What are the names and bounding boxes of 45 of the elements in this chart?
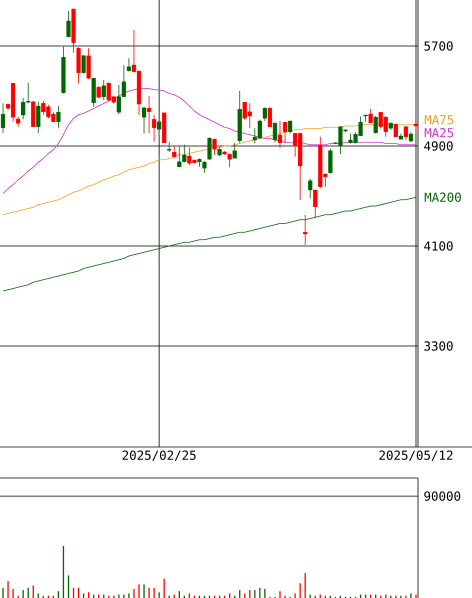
candlestick	[368, 108, 373, 124]
candlestick	[81, 54, 86, 74]
candlestick	[282, 122, 288, 144]
y-tick-label: 5700	[424, 41, 453, 51]
candlestick	[303, 214, 308, 246]
candlestick	[146, 96, 152, 134]
candlestick	[96, 86, 101, 98]
series-label: MA25	[424, 128, 454, 138]
y-tick-label: 3300	[424, 341, 453, 351]
candlestick	[142, 106, 146, 134]
candlestick	[212, 138, 217, 156]
series-label: MA75	[424, 115, 454, 124]
candlestick	[36, 101, 40, 134]
candlestick	[126, 58, 132, 72]
candlestick	[152, 114, 156, 142]
candlestick	[394, 123, 398, 138]
candlestick	[86, 48, 91, 80]
x-tick-label: 2025/02/25	[122, 450, 196, 461]
candlestick	[308, 178, 312, 199]
candlestick	[288, 120, 292, 134]
candlestick	[157, 120, 162, 137]
candlestick	[66, 10, 71, 38]
candlestick	[278, 120, 282, 148]
candlestick	[232, 142, 237, 159]
candlestick	[202, 160, 207, 174]
y-tick-label: 4100	[424, 241, 453, 251]
candlestick	[207, 136, 212, 160]
candlestick	[313, 190, 318, 219]
y-tick-label: 90000	[424, 491, 460, 501]
x-tick-label: 2025/05/12	[379, 450, 452, 461]
candlestick	[328, 148, 332, 174]
candlestick	[268, 106, 272, 128]
candlestick	[364, 114, 368, 122]
series-label: MA200	[424, 192, 461, 202]
candlestick	[272, 122, 278, 143]
candlestick	[167, 141, 172, 152]
candlestick	[16, 116, 20, 128]
candlestick	[262, 106, 268, 122]
candlestick	[374, 116, 378, 134]
candlestick	[0, 102, 6, 134]
candlestick	[408, 132, 414, 143]
candlestick	[404, 126, 408, 140]
candlestick	[56, 106, 61, 128]
candlestick	[102, 80, 106, 100]
y-tick-label: 4900	[424, 141, 453, 151]
